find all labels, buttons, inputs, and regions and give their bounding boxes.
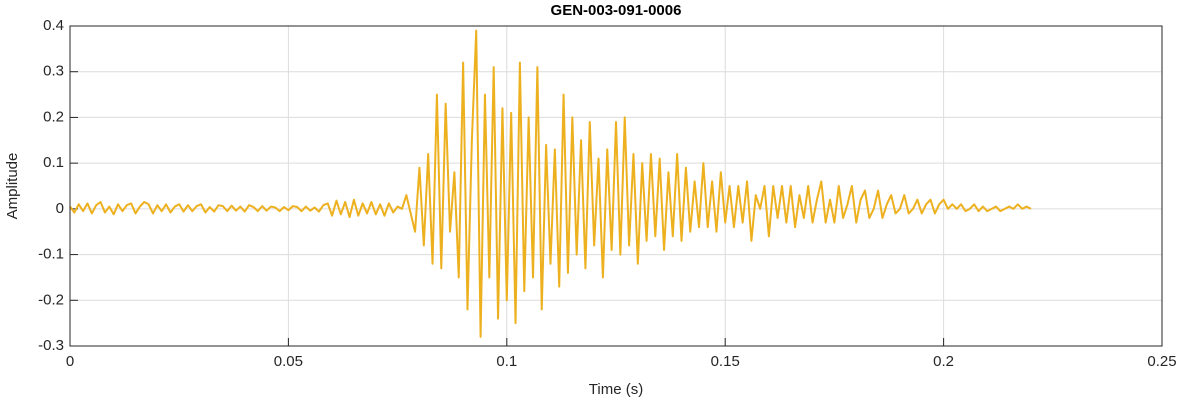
x-tick-label: 0.2 bbox=[933, 353, 954, 370]
x-tick-label: 0.25 bbox=[1147, 353, 1176, 370]
x-tick-label: 0.15 bbox=[711, 353, 740, 370]
y-tick-label: 0 bbox=[56, 200, 64, 217]
x-tick-label: 0 bbox=[66, 353, 74, 370]
y-tick-label: -0.1 bbox=[38, 246, 64, 263]
chart-title: GEN-003-091-0006 bbox=[551, 2, 682, 19]
axes-box bbox=[69, 25, 1163, 347]
y-tick-label: 0.2 bbox=[43, 108, 64, 125]
y-axis-label: Amplitude bbox=[4, 153, 21, 220]
x-tick-label: 0.1 bbox=[496, 353, 517, 370]
y-tick-label: 0.3 bbox=[43, 63, 64, 80]
y-tick-label: -0.2 bbox=[38, 291, 64, 308]
y-tick-label: 0.1 bbox=[43, 154, 64, 171]
x-axis-label: Time (s) bbox=[589, 381, 643, 398]
y-tick-label: 0.4 bbox=[43, 17, 64, 34]
signal-line bbox=[69, 29, 1032, 338]
x-tick-label: 0.05 bbox=[274, 353, 303, 370]
y-tick-label: -0.3 bbox=[38, 337, 64, 354]
